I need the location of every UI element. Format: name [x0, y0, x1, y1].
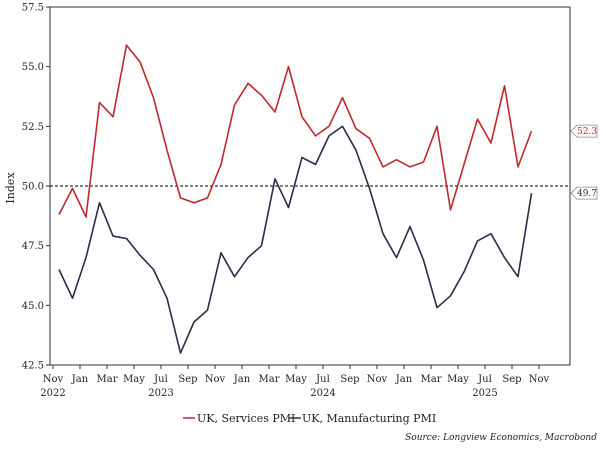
y-tick-label: 45.0 [22, 301, 44, 312]
series-line-services [58, 44, 533, 218]
x-tick-label: Mar [97, 374, 118, 385]
x-tick-label: Sep [502, 374, 521, 385]
x-tick-label: May [447, 374, 469, 385]
x-year-label: 2022 [40, 388, 65, 399]
source-note: Source: Longview Economics, Macrobond [405, 433, 597, 443]
x-tick-label: Jan [233, 374, 251, 385]
y-tick-label: 47.5 [22, 241, 44, 252]
y-tick-label: 42.5 [22, 361, 44, 372]
x-tick-label: Jan [71, 374, 89, 385]
x-tick-label: Nov [367, 374, 388, 385]
y-tick-label: 57.5 [22, 3, 44, 14]
x-tick-label: Sep [340, 374, 359, 385]
x-tick-label: Jul [477, 374, 492, 385]
legend: UK, Services PMI UK, Manufacturing PMI [183, 412, 436, 425]
legend-label-manufacturing: UK, Manufacturing PMI [302, 412, 436, 425]
x-tick-label: Jul [153, 374, 168, 385]
x-tick-label: May [285, 374, 307, 385]
x-year-label: 2023 [148, 388, 173, 399]
legend-label-services: UK, Services PMI [197, 412, 295, 425]
x-year-label: 2024 [310, 388, 335, 399]
end-value-label: 49.7 [577, 189, 597, 199]
x-tick-label: Nov [43, 374, 64, 385]
end-label-box [570, 186, 598, 200]
x-tick-label: Mar [421, 374, 442, 385]
y-tick-label: 50.0 [22, 182, 44, 193]
end-value-label: 52.3 [577, 127, 597, 137]
axes-layer: 42.5 45.0 47.5 50.0 52.5 55.0 57.5 Nov Jan Mar May… [22, 3, 571, 399]
x-tick-label: Sep [178, 374, 197, 385]
series-line-manufacturing [58, 125, 533, 354]
y-tick-label: 55.0 [22, 62, 44, 73]
x-year-label: 2025 [472, 388, 497, 399]
x-tick-label: Mar [259, 374, 280, 385]
series-layer: 52.3 49.7 [58, 44, 598, 354]
x-tick-label: Nov [205, 374, 226, 385]
x-tick-label: Jul [315, 374, 330, 385]
end-label-box [570, 124, 598, 138]
y-axis-title: Index [4, 172, 17, 204]
y-tick-label: 52.5 [22, 122, 44, 133]
x-tick-label: Nov [529, 374, 550, 385]
x-tick-label: May [123, 374, 145, 385]
x-tick-label: Jan [395, 374, 413, 385]
